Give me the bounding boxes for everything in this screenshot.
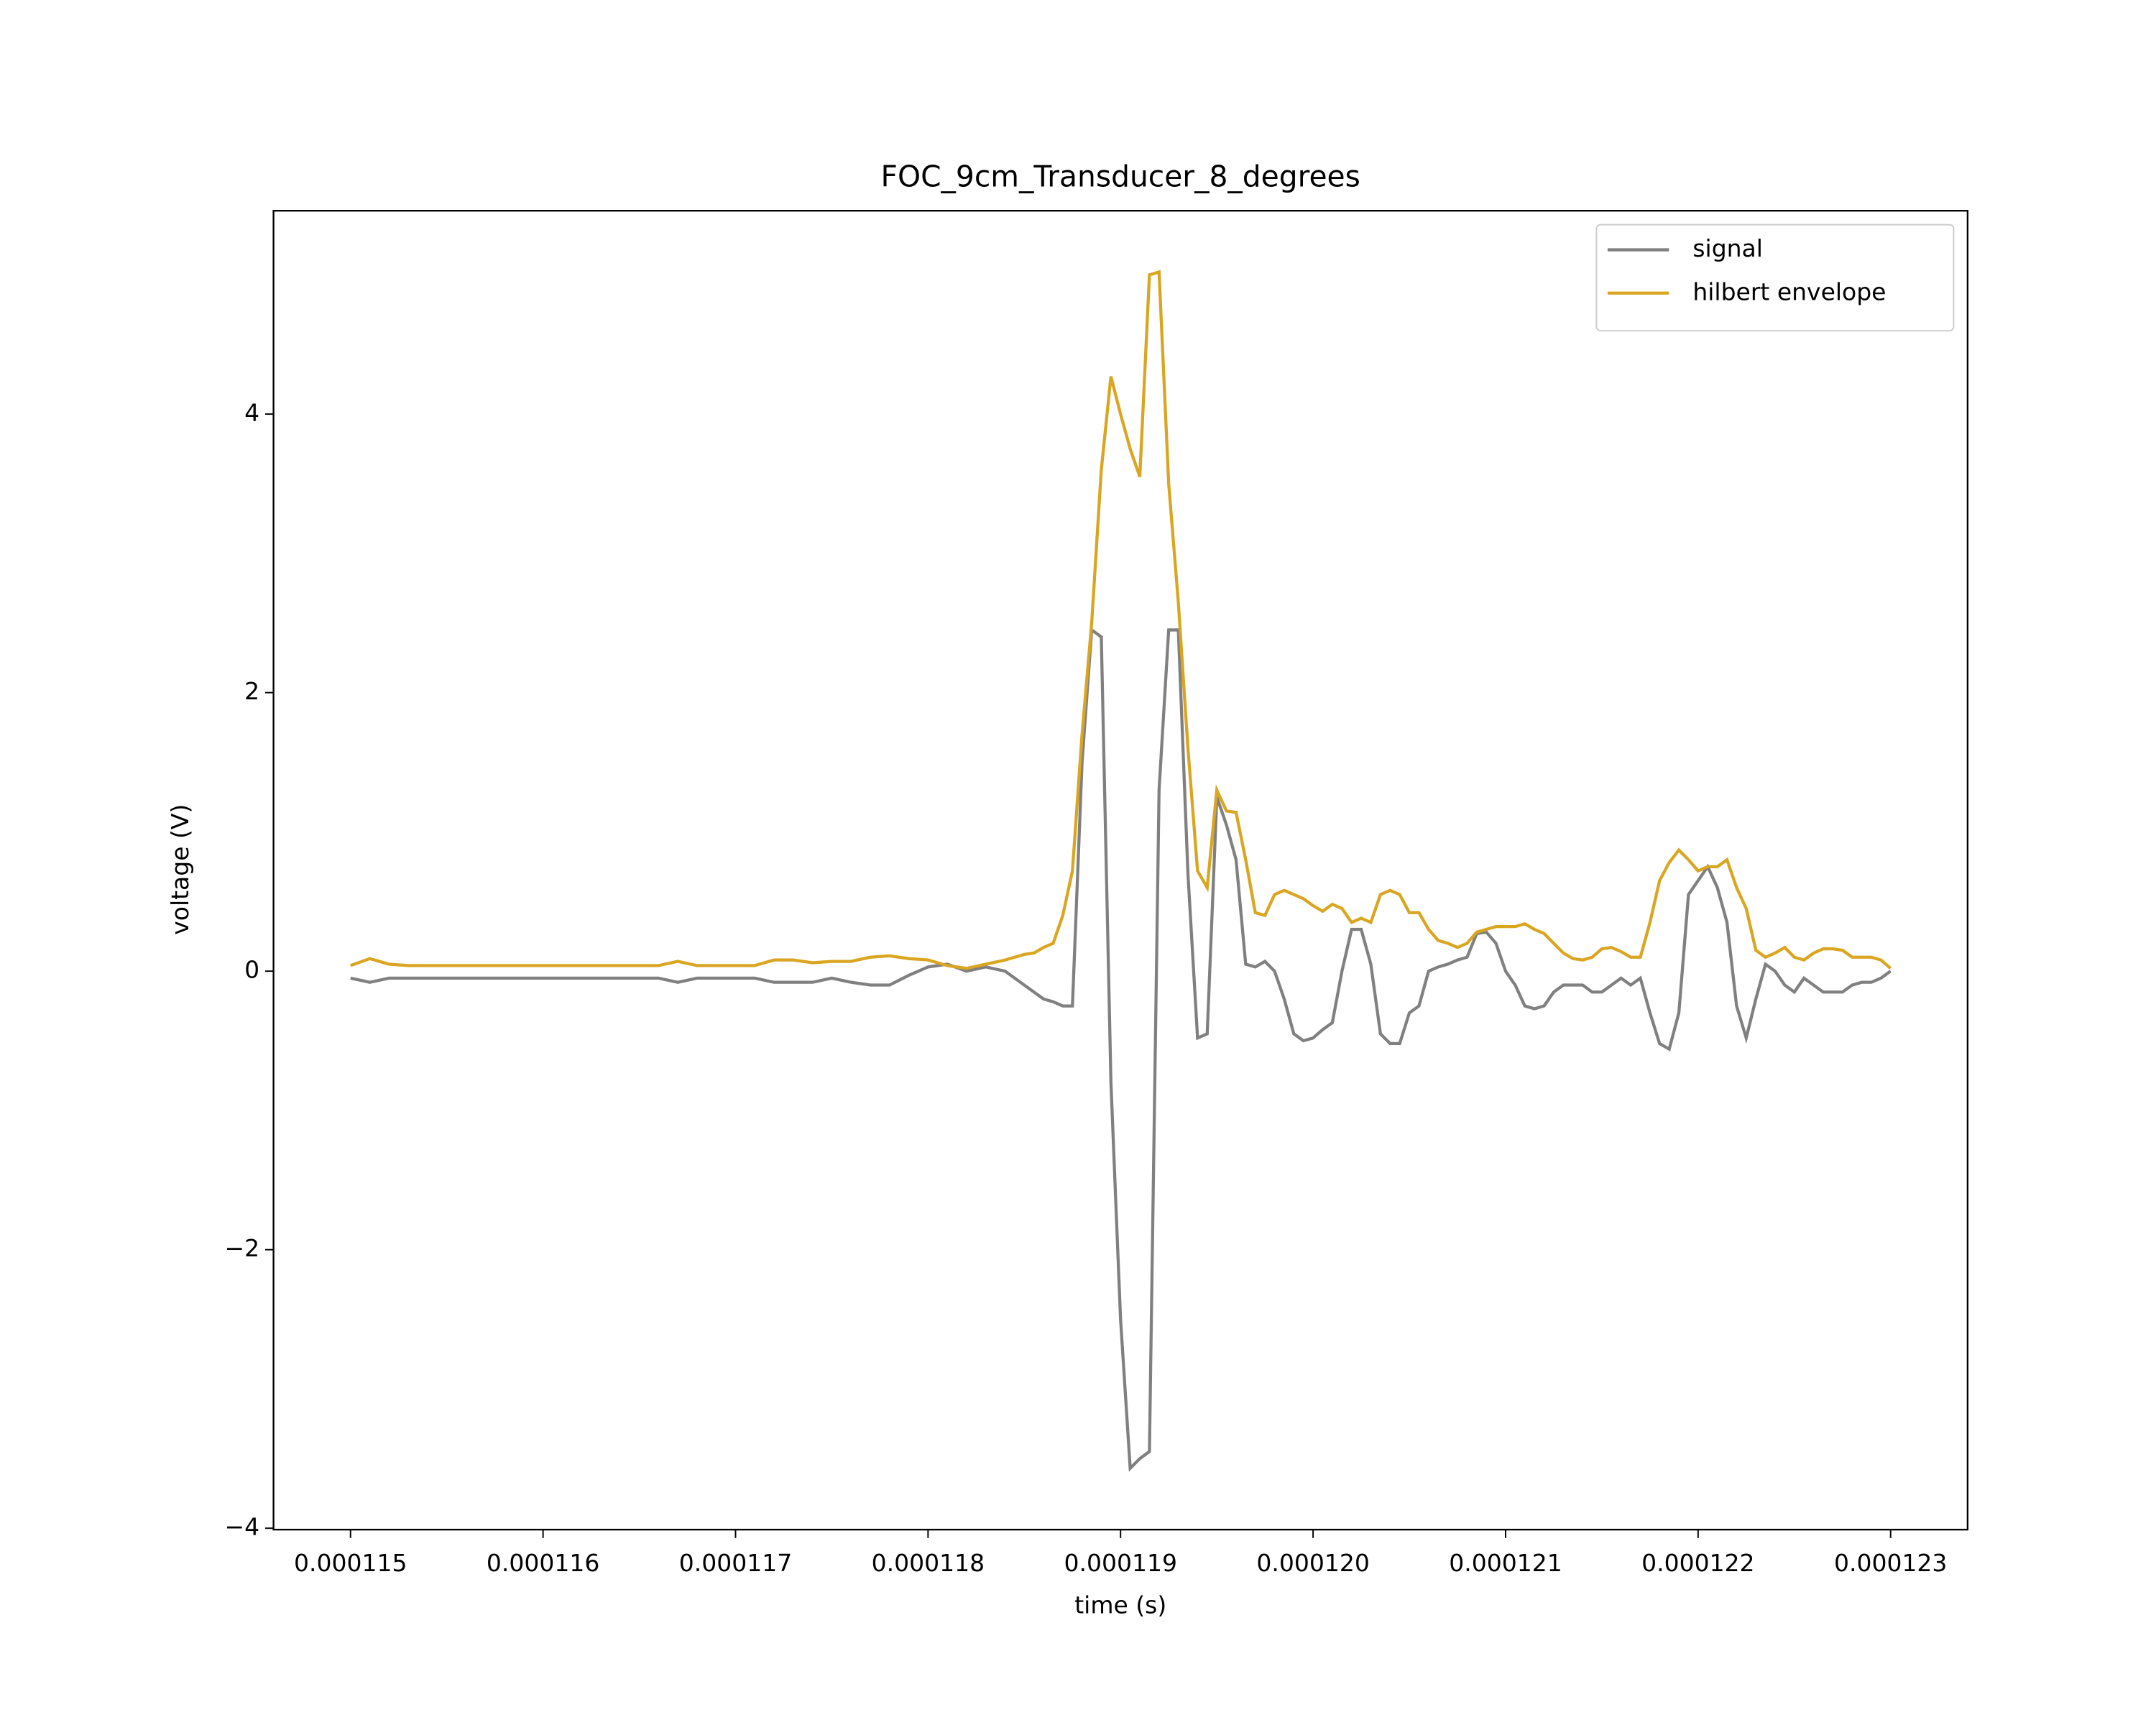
legend-label: hilbert envelope: [1692, 277, 1886, 305]
x-tick-label: 0.000123: [1834, 1549, 1947, 1577]
x-tick-label: 0.000118: [872, 1549, 985, 1577]
y-axis-label: voltage (V): [166, 804, 194, 935]
x-tick-label: 0.000115: [294, 1549, 407, 1577]
x-tick-label: 0.000120: [1256, 1549, 1369, 1577]
legend: signal hilbert envelope: [1595, 224, 1955, 332]
y-tick-label: −4: [225, 1513, 260, 1541]
x-tick-label: 0.000116: [487, 1549, 599, 1577]
y-tick-label: 0: [244, 956, 259, 984]
chart-title: FOC_9cm_Transducer_8_degrees: [881, 160, 1360, 194]
x-axis-label: time (s): [1074, 1591, 1166, 1619]
series-line: [350, 627, 1892, 1472]
y-tick-label: −2: [225, 1234, 260, 1262]
legend-label: signal: [1692, 234, 1763, 262]
y-tick-label: 2: [244, 677, 259, 705]
series-line: [350, 270, 1892, 970]
y-tick-label: 4: [244, 399, 259, 427]
x-tick-label: 0.000117: [679, 1549, 792, 1577]
legend-box: [1595, 224, 1955, 332]
plot-frame: [272, 210, 1969, 1531]
x-tick-label: 0.000119: [1064, 1549, 1176, 1577]
x-tick-label: 0.000122: [1641, 1549, 1754, 1577]
x-tick-label: 0.000121: [1449, 1549, 1562, 1577]
